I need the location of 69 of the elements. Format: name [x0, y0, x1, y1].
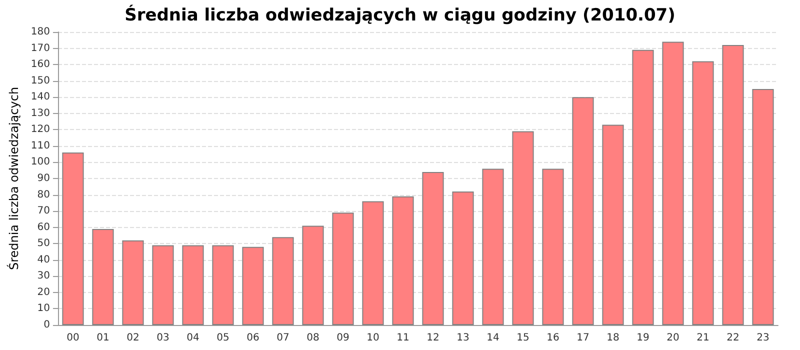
bar: [572, 97, 594, 325]
bar: [752, 88, 774, 325]
y-tick-label: 50: [37, 238, 50, 250]
x-tick-label: 00: [66, 332, 80, 344]
bar: [122, 240, 144, 325]
chart-title: Średnia liczba odwiedzających w ciągu godziny (2010.07): [124, 4, 676, 26]
bar: [542, 168, 564, 325]
bar: [452, 192, 474, 325]
x-tick-label: 10: [366, 332, 380, 344]
bar: [602, 124, 624, 325]
x-tick-label: 02: [126, 332, 140, 344]
y-tick-label: 20: [37, 286, 50, 298]
bar: [62, 152, 84, 325]
x-tick-label: 09: [336, 332, 350, 344]
bar: [722, 45, 744, 325]
x-tick-label: 20: [666, 332, 680, 344]
bar: [242, 246, 264, 325]
y-axis-title: Średnia liczba odwiedzających: [6, 86, 21, 270]
y-tick-label: 120: [30, 124, 50, 136]
y-tick-label: 10: [37, 303, 50, 314]
y-tick-label: 90: [37, 173, 50, 184]
x-tick-label: 16: [546, 332, 560, 344]
y-tick-label: 150: [30, 75, 50, 86]
y-tick-label: 30: [37, 270, 50, 282]
x-tick-label: 12: [426, 332, 440, 344]
y-tick-label: 140: [30, 92, 50, 103]
y-tick-label: 160: [30, 59, 50, 70]
y-tick-label: 60: [37, 222, 50, 233]
x-tick-label: 08: [306, 332, 320, 344]
bar: [392, 196, 414, 325]
x-tick-label: 11: [396, 332, 410, 344]
bar: [92, 228, 114, 325]
x-tick-label: 17: [576, 332, 590, 344]
y-tick-label: 180: [30, 26, 50, 38]
x-tick-label: 23: [756, 332, 770, 344]
x-tick-label: 04: [186, 332, 200, 344]
y-tick-label: 100: [30, 156, 50, 168]
bar: [662, 42, 684, 325]
y-tick-label: 130: [30, 108, 50, 119]
bar: [692, 61, 714, 325]
x-tick-label: 01: [96, 332, 110, 344]
x-tick-label: 13: [456, 332, 470, 344]
bar: [152, 245, 174, 325]
x-tick-label: 07: [276, 332, 290, 344]
bar: [302, 226, 324, 325]
y-tick-label: 40: [37, 254, 50, 266]
x-tick-label: 22: [726, 332, 740, 344]
y-tick-label: 110: [30, 140, 50, 152]
x-tick-label: 05: [216, 332, 230, 344]
y-tick-label: 80: [37, 189, 50, 200]
y-tick-label: 70: [37, 206, 50, 217]
bar: [482, 168, 504, 325]
bar: [632, 50, 654, 325]
bar: [362, 201, 384, 325]
bar: [182, 245, 204, 325]
x-tick-label: 15: [516, 332, 530, 344]
x-tick-label: 03: [156, 332, 170, 344]
y-tick-label: 0: [44, 320, 50, 330]
bar: [212, 245, 234, 325]
bar: [272, 237, 294, 325]
x-tick-label: 19: [636, 332, 650, 344]
bar: [422, 172, 444, 325]
bar: [332, 212, 354, 325]
x-tick-label: 06: [246, 332, 260, 344]
x-tick-label: 18: [606, 332, 620, 344]
x-tick-label: 14: [486, 332, 500, 344]
x-tick-label: 21: [696, 332, 710, 344]
bar: [512, 131, 534, 325]
y-tick-label: 170: [30, 42, 50, 54]
